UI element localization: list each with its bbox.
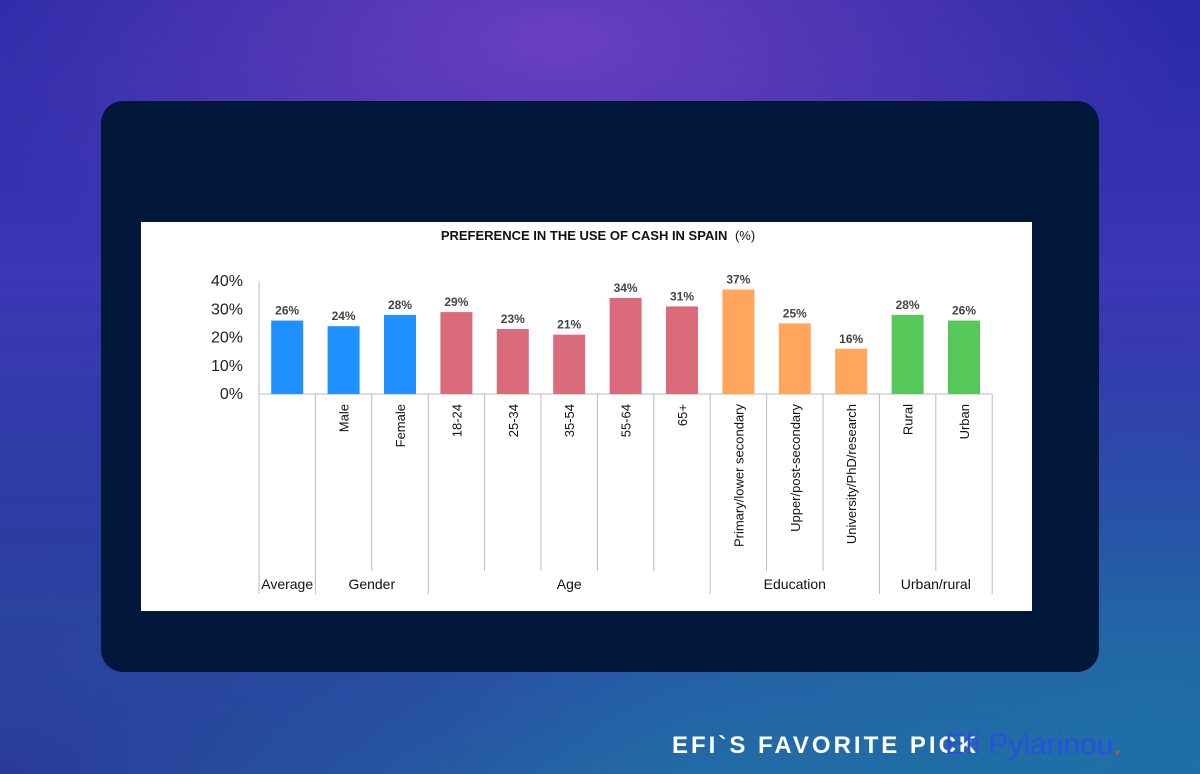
x-category-label: 25-34 bbox=[506, 404, 521, 437]
label-layer: 40% 30% 20% 10% 0% 26% Average 24% Male 28% Female… bbox=[211, 272, 976, 592]
y-tick-label: 30% bbox=[211, 301, 243, 318]
bar-rural bbox=[891, 314, 924, 394]
bar-25-34 bbox=[496, 329, 529, 394]
bar-average bbox=[271, 320, 304, 394]
x-category-label: Urban bbox=[957, 404, 972, 439]
x-category-label: 55-64 bbox=[619, 404, 634, 437]
x-category-label: 65+ bbox=[675, 404, 690, 426]
x-category-label: 18-24 bbox=[449, 404, 464, 437]
bar-value-label: 23% bbox=[501, 312, 525, 326]
bar-65- bbox=[666, 306, 698, 394]
chart-title-unit: (%) bbox=[735, 228, 755, 243]
bar-value-label: 34% bbox=[614, 281, 638, 295]
bar-35-54 bbox=[553, 334, 586, 394]
bar-value-label: 26% bbox=[275, 304, 299, 318]
bar-value-label: 26% bbox=[952, 304, 976, 318]
bar-primary-lower-secondary bbox=[722, 289, 755, 394]
x-category-label: 35-54 bbox=[562, 404, 577, 437]
x-category-label: Rural bbox=[901, 404, 916, 435]
footer-brand: Efi Pylarinou. bbox=[945, 728, 1122, 762]
chart-title: PREFERENCE IN THE USE OF CASH IN SPAIN (… bbox=[441, 228, 755, 243]
footer-brand-dot: . bbox=[1113, 728, 1122, 761]
bar-value-label: 31% bbox=[670, 289, 694, 303]
x-category-label: University/PhD/research bbox=[844, 404, 859, 544]
bar-female bbox=[384, 314, 416, 394]
bar-18-24 bbox=[440, 312, 473, 394]
chart-panel: PREFERENCE IN THE USE OF CASH IN SPAIN (… bbox=[141, 222, 1032, 611]
chart-title-main: PREFERENCE IN THE USE OF CASH IN SPAIN bbox=[441, 228, 728, 243]
bar-value-label: 24% bbox=[332, 309, 356, 323]
x-group-label: Gender bbox=[348, 576, 395, 592]
bar-chart: PREFERENCE IN THE USE OF CASH IN SPAIN (… bbox=[211, 228, 993, 594]
bar-value-label: 16% bbox=[839, 332, 863, 346]
x-group-label: Age bbox=[557, 576, 582, 592]
bar-male bbox=[327, 326, 360, 394]
bar-value-label: 37% bbox=[726, 272, 750, 286]
bar-urban bbox=[948, 320, 980, 394]
bar-layer bbox=[271, 289, 980, 394]
y-tick-label: 10% bbox=[211, 358, 243, 375]
bar-university-phd-research bbox=[835, 348, 868, 394]
bar-value-label: 28% bbox=[388, 298, 412, 312]
footer-brand-name: Efi Pylarinou bbox=[945, 728, 1114, 761]
x-category-label: Female bbox=[393, 404, 408, 447]
bar-value-label: 29% bbox=[444, 295, 468, 309]
bar-55-64 bbox=[609, 297, 642, 394]
y-tick-label: 20% bbox=[211, 330, 243, 347]
x-category-label: Upper/post-secondary bbox=[788, 404, 803, 532]
bar-upper-post-secondary bbox=[778, 323, 811, 394]
y-tick-label: 0% bbox=[220, 386, 243, 403]
footer-caption: EFI`S FAVORITE PICK bbox=[672, 732, 980, 759]
bar-value-label: 25% bbox=[783, 306, 807, 320]
x-category-label: Primary/lower secondary bbox=[731, 404, 746, 548]
bar-value-label: 21% bbox=[557, 318, 581, 332]
x-category-label: Male bbox=[337, 404, 352, 432]
x-group-label: Education bbox=[764, 576, 826, 592]
bar-value-label: 28% bbox=[896, 298, 920, 312]
x-group-label: Urban/rural bbox=[901, 576, 971, 592]
y-tick-label: 40% bbox=[211, 273, 243, 290]
x-group-label: Average bbox=[261, 576, 313, 592]
